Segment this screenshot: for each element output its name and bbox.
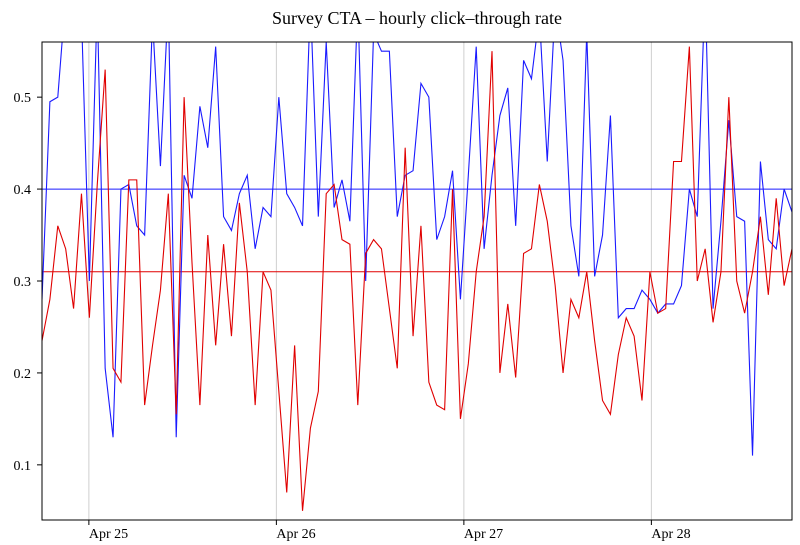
line-chart: Survey CTA – hourly click–through rate 0.…: [0, 0, 800, 545]
y-tick-label: 0.3: [14, 275, 32, 290]
chart-container: Survey CTA – hourly click–through rate 0.…: [0, 0, 800, 545]
y-tick-label: 0.1: [14, 459, 32, 474]
y-tick-label: 0.5: [14, 91, 32, 106]
y-tick-label: 0.4: [14, 183, 32, 198]
x-tick-label: Apr 26: [276, 527, 315, 542]
chart-title: Survey CTA – hourly click–through rate: [272, 8, 562, 28]
x-tick-label: Apr 27: [464, 527, 503, 542]
x-tick-label: Apr 28: [651, 527, 690, 542]
y-tick-label: 0.2: [14, 367, 32, 382]
x-tick-label: Apr 25: [89, 527, 128, 542]
